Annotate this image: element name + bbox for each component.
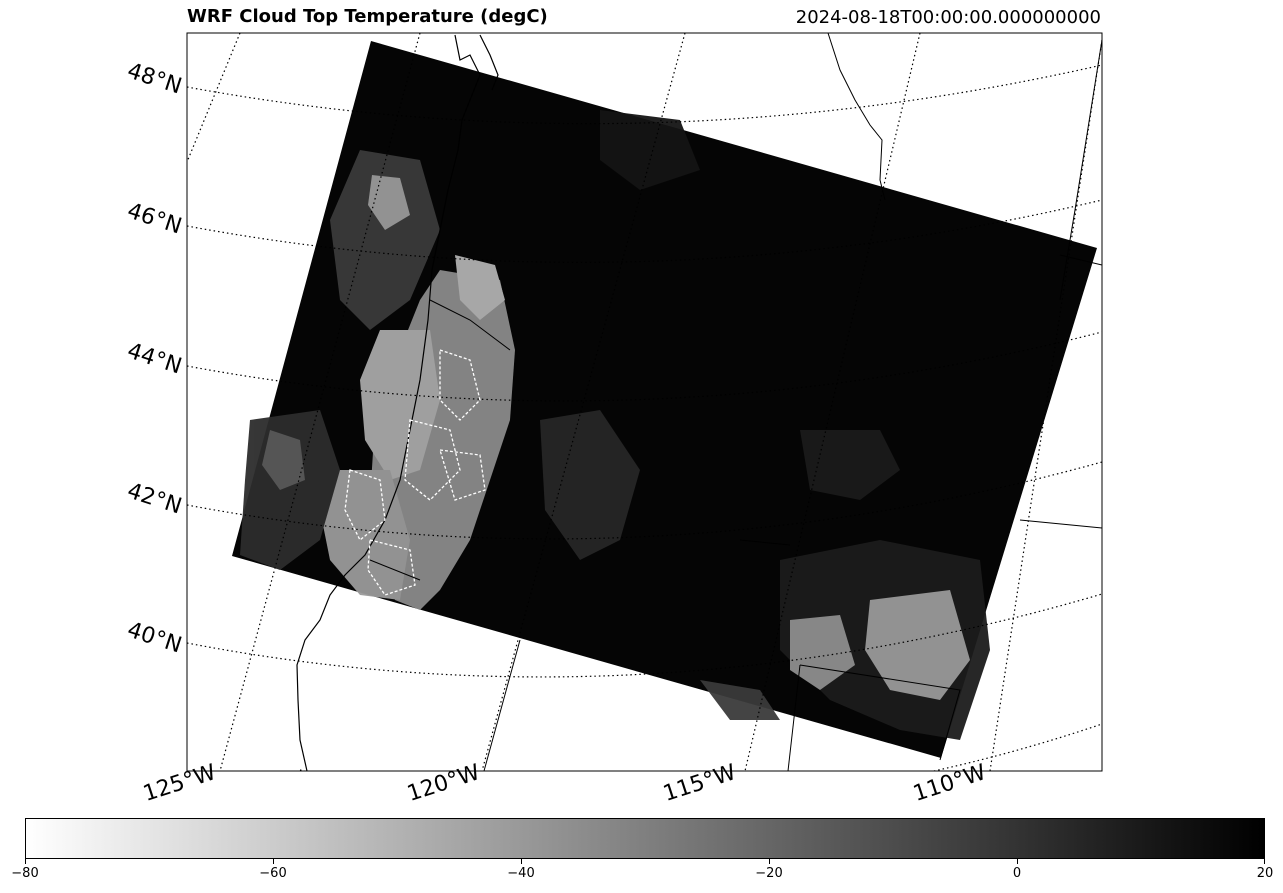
colorbar-tick-label: 0 — [1012, 866, 1022, 881]
colorbar-tick-label: −40 — [507, 866, 535, 881]
colorbar-tick — [521, 859, 522, 864]
colorbar-tick-label: 20 — [1256, 866, 1274, 881]
colorbar-tick-label: −80 — [11, 866, 39, 881]
map-title: WRF Cloud Top Temperature (degC) — [187, 6, 548, 27]
lon-gridlines — [187, 33, 1102, 771]
colorbar-tick — [1264, 859, 1265, 864]
colorbar-tick — [273, 859, 274, 864]
colorbar-tick — [1017, 859, 1018, 864]
coastline — [296, 34, 481, 771]
puget-sound — [479, 34, 499, 91]
map-timestamp: 2024-08-18T00:00:00.000000000 — [795, 7, 1101, 28]
colorbar-tick — [769, 859, 770, 864]
colorbar-tick-label: −20 — [755, 866, 783, 881]
cloud-patches — [240, 110, 990, 740]
colorbar-gradient — [25, 818, 1265, 859]
colorbar — [25, 818, 1265, 859]
lat-gridlines — [187, 64, 1102, 771]
cold-contours — [344, 349, 486, 596]
colorbar-tick-label: −60 — [259, 866, 287, 881]
state-borders — [369, 33, 1102, 771]
colorbar-tick — [25, 859, 26, 864]
map-frame — [186, 32, 1103, 772]
